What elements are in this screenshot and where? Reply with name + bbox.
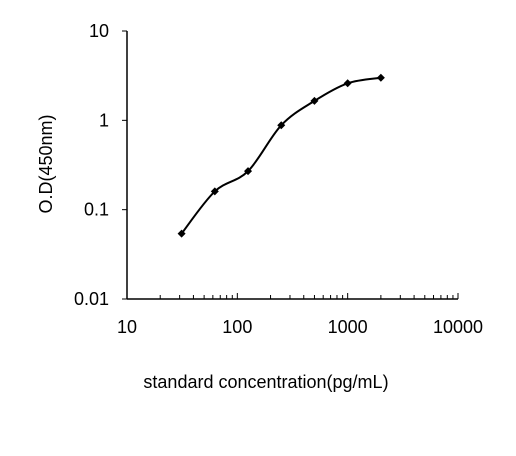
y-tick-label: 0.1 — [84, 200, 109, 220]
y-tick-label: 1 — [99, 110, 109, 130]
axis-ticks — [122, 30, 459, 300]
y-tick-label: 10 — [89, 21, 109, 41]
data-point-marker — [210, 187, 219, 196]
x-axis-label: standard concentration(pg/mL) — [143, 372, 388, 392]
data-point-marker — [310, 96, 319, 105]
markers-layer — [177, 73, 385, 238]
y-axis-label: O.D(450nm) — [36, 114, 56, 213]
series-line — [180, 76, 382, 235]
series-layer — [180, 76, 382, 235]
x-tick-label: 100 — [222, 317, 252, 337]
x-tick-label: 10000 — [433, 317, 483, 337]
data-point-marker — [376, 73, 385, 82]
x-tick-label: 10 — [117, 317, 137, 337]
axes — [126, 31, 458, 300]
y-tick-label: 0.01 — [74, 289, 109, 309]
tick-labels: 10 100 1000 10000 0.01 0.1 1 10 — [74, 21, 483, 337]
x-tick-label: 1000 — [328, 317, 368, 337]
data-point-marker — [177, 229, 186, 238]
data-point-marker — [343, 79, 352, 88]
data-point-marker — [277, 121, 286, 130]
data-point-marker — [244, 167, 253, 176]
